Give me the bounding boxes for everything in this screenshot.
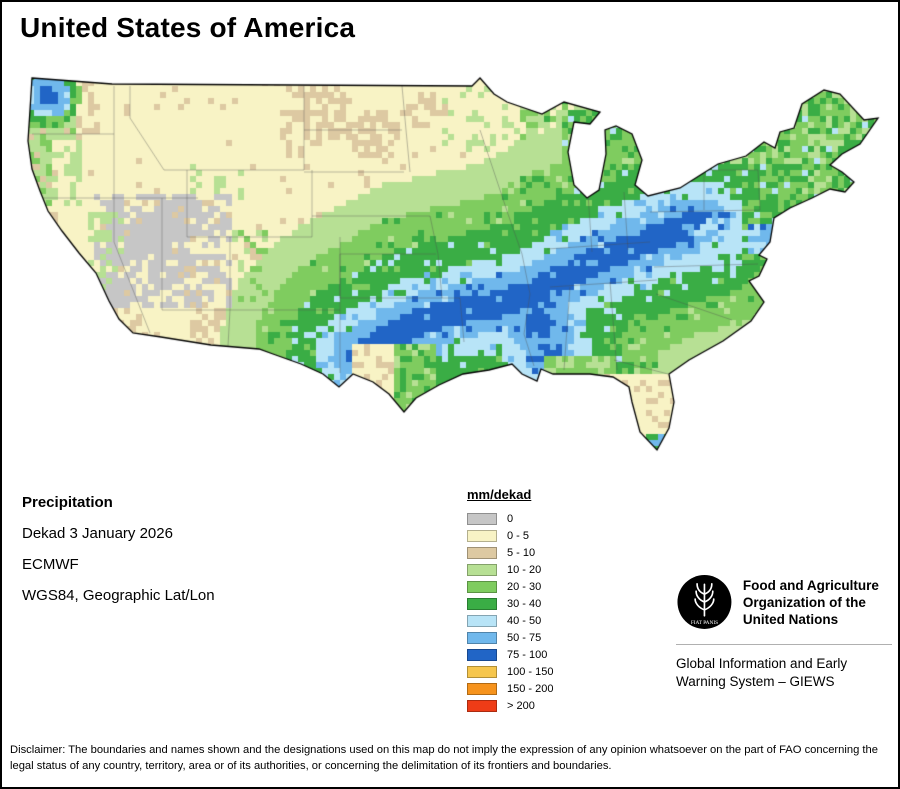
- legend-entry: 20 - 30: [467, 578, 553, 595]
- legend-label: 30 - 40: [507, 597, 542, 610]
- legend-swatch: [467, 648, 497, 661]
- legend-entry: 0: [467, 510, 553, 527]
- legend-swatch: [467, 580, 497, 593]
- legend-entry: > 200: [467, 697, 553, 714]
- legend-swatch: [467, 597, 497, 610]
- legend-label: 150 - 200: [507, 682, 554, 695]
- legend-label: 10 - 20: [507, 563, 542, 576]
- disclaimer: Disclaimer: The boundaries and names sho…: [10, 744, 878, 772]
- projection-label: WGS84, Geographic Lat/Lon: [22, 587, 215, 604]
- legend-entries: 0 0 - 5 5 - 10 10 - 20 20 - 30 30 - 40 40 - 50…: [467, 510, 553, 714]
- legend-swatch: [467, 512, 497, 525]
- legend-label: 100 - 150: [507, 665, 554, 678]
- fao-org-name: Food and Agriculture Organization of the…: [742, 578, 879, 627]
- legend-entry: 5 - 10: [467, 544, 553, 561]
- legend-label: 50 - 75: [507, 631, 542, 644]
- source-label: ECMWF: [22, 556, 79, 573]
- fao-logo-icon: FIAT PANIS: [677, 575, 732, 629]
- legend-label: 40 - 50: [507, 614, 542, 627]
- legend-swatch: [467, 699, 497, 712]
- legend-entry: 40 - 50: [467, 612, 553, 629]
- legend-entry: 150 - 200: [467, 680, 553, 697]
- legend-swatch: [467, 682, 497, 695]
- giews-label: Global Information and Early Warning Sys…: [676, 656, 848, 689]
- legend-swatch: [467, 614, 497, 627]
- legend-swatch: [467, 563, 497, 576]
- legend-label: > 200: [507, 699, 535, 712]
- parameter-label: Precipitation: [22, 494, 113, 511]
- legend-label: 0: [507, 512, 514, 525]
- legend-label: 20 - 30: [507, 580, 542, 593]
- legend-swatch: [467, 529, 497, 542]
- legend-entry: 50 - 75: [467, 629, 553, 646]
- fao-header: FIAT PANIS Food and Agriculture Organiza…: [676, 573, 892, 631]
- dekad-label: Dekad 3 January 2026: [22, 525, 173, 542]
- fao-divider: [676, 644, 892, 645]
- legend-entry: 100 - 150: [467, 663, 553, 680]
- fao-block: FIAT PANIS Food and Agriculture Organiza…: [676, 573, 892, 691]
- legend-label: 5 - 10: [507, 546, 536, 559]
- legend: mm/dekad 0 0 - 5 5 - 10 10 - 20 20 - 30 30 - …: [467, 487, 553, 714]
- legend-swatch: [467, 631, 497, 644]
- map-info: Precipitation Dekad 3 January 2026 ECMWF…: [22, 494, 215, 618]
- legend-entry: 10 - 20: [467, 561, 553, 578]
- legend-swatch: [467, 665, 497, 678]
- precipitation-map: [2, 2, 898, 477]
- legend-label: 0 - 5: [507, 529, 530, 542]
- fao-logo-motto: FIAT PANIS: [691, 620, 718, 626]
- legend-label: 75 - 100: [507, 648, 548, 661]
- legend-title: mm/dekad: [467, 487, 532, 502]
- legend-swatch: [467, 546, 497, 559]
- legend-entry: 0 - 5: [467, 527, 553, 544]
- legend-entry: 75 - 100: [467, 646, 553, 663]
- legend-entry: 30 - 40: [467, 595, 553, 612]
